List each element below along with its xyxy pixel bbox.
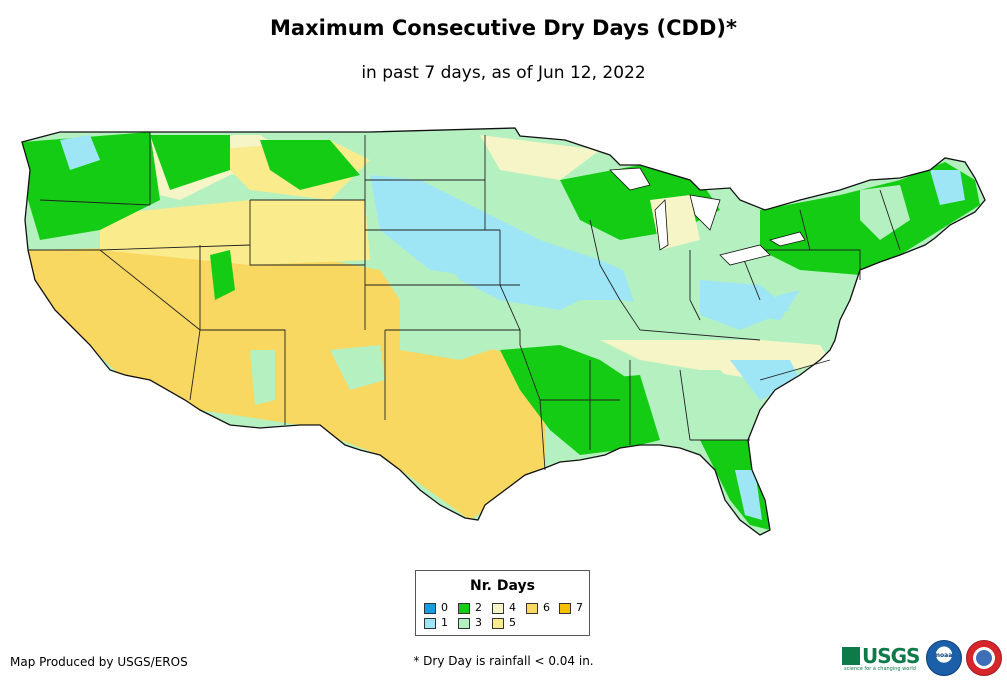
legend-label-3: 3 <box>475 616 482 629</box>
noaa-logo-text: noaa <box>935 652 953 659</box>
legend-swatch-1 <box>424 618 436 629</box>
legend-swatch-7 <box>559 603 571 614</box>
legend-swatch-0 <box>424 603 436 614</box>
noaa-logo: noaa <box>926 640 962 676</box>
legend-title: Nr. Days <box>470 578 535 594</box>
legend-label-0: 0 <box>441 601 448 614</box>
cdd-map <box>21 127 986 536</box>
nws-logo <box>966 640 1002 676</box>
credit-text: Map Produced by USGS/EROS <box>10 655 188 669</box>
us-outline <box>21 127 986 536</box>
nws-logo-center <box>976 650 992 666</box>
usgs-logo: USGS <box>842 644 920 668</box>
legend-swatch-5 <box>492 618 504 629</box>
legend-swatch-3 <box>458 618 470 629</box>
legend-label-1: 1 <box>441 616 448 629</box>
usgs-tagline: science for a changing world <box>844 666 916 672</box>
legend-label-4: 4 <box>509 601 516 614</box>
legend: Nr. Days 0 1 2 3 4 5 6 7 <box>415 570 590 636</box>
map-title: Maximum Consecutive Dry Days (CDD)* <box>270 16 737 40</box>
legend-swatch-2 <box>458 603 470 614</box>
usgs-mark-icon <box>842 647 860 665</box>
map-subtitle: in past 7 days, as of Jun 12, 2022 <box>361 63 646 83</box>
legend-label-6: 6 <box>543 601 550 614</box>
legend-swatch-6 <box>526 603 538 614</box>
footnote-text: * Dry Day is rainfall < 0.04 in. <box>413 654 594 668</box>
legend-label-2: 2 <box>475 601 482 614</box>
legend-swatch-4 <box>492 603 504 614</box>
agency-logos: USGS science for a changing world noaa <box>842 638 1002 678</box>
legend-label-7: 7 <box>576 601 583 614</box>
usgs-logo-text: USGS <box>862 644 920 668</box>
cdd-raster <box>22 128 985 535</box>
legend-label-5: 5 <box>509 616 516 629</box>
great-lakes <box>609 167 806 266</box>
state-borders <box>28 132 901 471</box>
